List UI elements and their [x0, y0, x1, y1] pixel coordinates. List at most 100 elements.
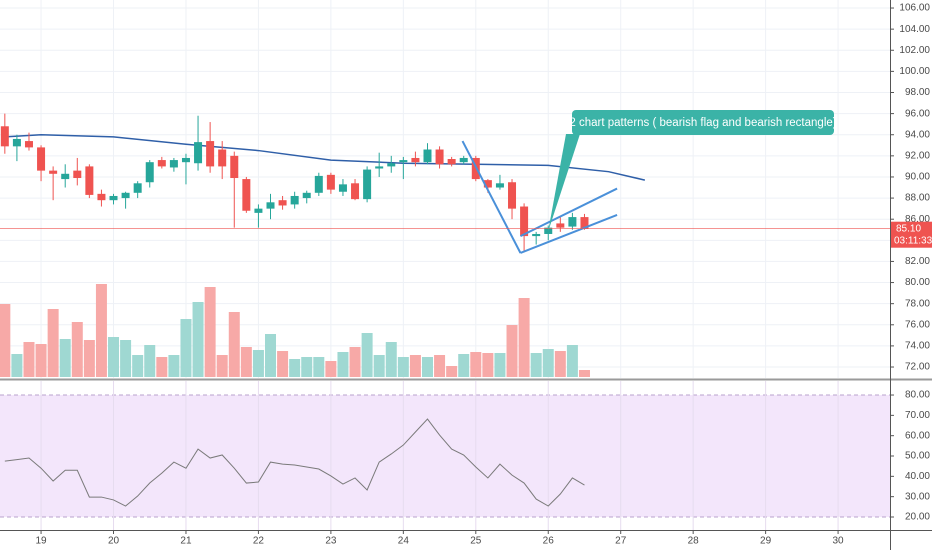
x-tick-label: 24: [398, 536, 410, 547]
volume-bar: [301, 357, 313, 377]
countdown-label: 03:11:33: [894, 235, 932, 246]
volume-bar: [325, 361, 337, 377]
x-tick-label: 30: [833, 536, 845, 547]
candle-body: [242, 179, 251, 211]
volume-bar: [566, 345, 578, 377]
x-tick-label: 26: [543, 536, 555, 547]
candle-body: [411, 157, 420, 163]
callout-box: [572, 110, 834, 135]
y-tick-label: 104.00: [899, 24, 930, 35]
rsi-band: [0, 395, 890, 517]
candle-body: [483, 180, 492, 188]
volume-bar: [216, 355, 228, 377]
y-tick-label: 102.00: [899, 45, 930, 56]
x-tick-label: 28: [688, 536, 700, 547]
candle-body: [121, 192, 130, 199]
y-tick-label: 72.00: [905, 362, 930, 373]
volume-bar: [385, 342, 397, 377]
candle-body: [302, 192, 311, 199]
y-tick-label: 86.00: [905, 214, 930, 225]
candle-body: [580, 217, 589, 229]
candle-body: [194, 142, 203, 164]
volume-bar: [144, 345, 156, 377]
candle-body: [254, 208, 263, 213]
volume-bar: [397, 357, 409, 377]
x-tick-label: 25: [470, 536, 482, 547]
y-tick-label: 106.00: [899, 3, 930, 14]
candle-body: [109, 195, 118, 201]
candle-body: [459, 157, 468, 163]
candle-body: [387, 163, 396, 167]
volume-bar: [71, 322, 83, 377]
volume-bar: [434, 355, 446, 377]
candle-body: [230, 155, 239, 179]
candle-body: [49, 170, 58, 174]
candle-body: [206, 141, 215, 167]
volume-bar: [506, 325, 518, 377]
y-tick-label: 94.00: [905, 129, 930, 140]
volume-bar: [228, 312, 240, 377]
candle-body: [435, 149, 444, 165]
volume-bar: [277, 351, 289, 377]
candle-body: [85, 166, 94, 195]
y-tick-label: 60.00: [905, 430, 930, 441]
candle-body: [290, 195, 299, 205]
candle-body: [556, 223, 565, 228]
y-tick-label: 30.00: [905, 491, 930, 502]
y-tick-label: 76.00: [905, 319, 930, 330]
y-tick-label: 82.00: [905, 256, 930, 267]
volume-bar: [578, 370, 590, 377]
candle-body: [423, 149, 432, 163]
y-tick-label: 80.00: [905, 277, 930, 288]
candle-body: [145, 162, 154, 183]
volume-bar: [240, 347, 252, 377]
volume-bar: [361, 333, 373, 377]
candle-body: [278, 200, 287, 206]
candle-body: [532, 233, 541, 237]
volume-bar: [446, 366, 458, 377]
trendline: [520, 214, 618, 254]
candle-body: [12, 138, 21, 147]
last-price-box: [891, 221, 932, 248]
candle-body: [520, 206, 529, 237]
volume-bar: [252, 350, 264, 377]
x-tick-label: 19: [35, 536, 47, 547]
volume-bar: [409, 355, 421, 377]
volume-bar: [180, 319, 192, 377]
volume-bar: [313, 357, 325, 377]
volume-bar: [59, 339, 71, 377]
candle-body: [375, 166, 384, 169]
y-tick-label: 74.00: [905, 341, 930, 352]
y-tick-label: 92.00: [905, 150, 930, 161]
candle-body: [37, 147, 46, 171]
volume-bar: [47, 309, 59, 377]
x-tick-label: 23: [325, 536, 337, 547]
candle-body: [61, 173, 70, 180]
volume-bar: [156, 357, 168, 377]
x-tick-label: 21: [180, 536, 192, 547]
y-tick-label: 98.00: [905, 87, 930, 98]
candle-body: [314, 175, 323, 193]
volume-bar: [530, 353, 542, 377]
volume-bar: [337, 352, 349, 377]
candle-body: [495, 183, 504, 188]
candle-body: [169, 160, 178, 168]
candle-body: [73, 170, 82, 179]
volume-bar: [494, 353, 506, 377]
candle-body: [508, 182, 517, 209]
y-tick-label: 78.00: [905, 298, 930, 309]
candle-body: [218, 149, 227, 167]
volume-bar: [421, 357, 433, 377]
rsi-line: [4, 418, 585, 507]
volume-bar: [265, 334, 277, 377]
volume-bar: [108, 337, 120, 377]
candle-body: [24, 141, 33, 148]
volume-bar: [132, 355, 144, 377]
volume-bar: [11, 354, 23, 377]
trendline: [520, 187, 618, 237]
candle-body: [0, 126, 9, 147]
y-tick-label: 20.00: [905, 512, 930, 523]
callout-pointer: [548, 134, 580, 232]
candle-body: [181, 157, 190, 163]
